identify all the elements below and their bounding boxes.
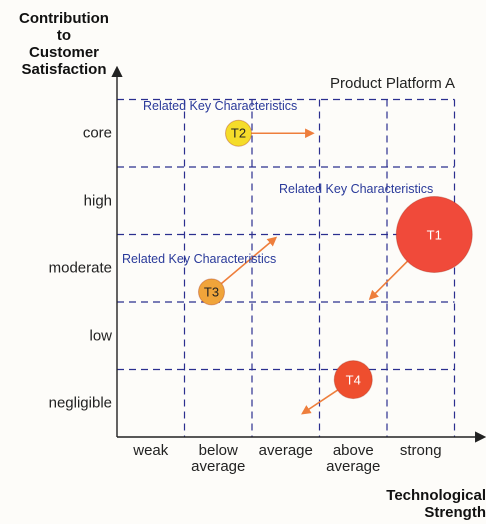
y-level-label: core xyxy=(82,124,112,142)
x-level-label: below average xyxy=(173,443,263,475)
x-level-label: weak xyxy=(106,443,196,459)
technology-bubble-t2 xyxy=(225,119,252,147)
x-level-label-line: average xyxy=(258,442,313,459)
x-axis-title: Technological Strength xyxy=(386,487,486,521)
related-key-characteristics-label: Related Key Characteristics xyxy=(143,99,298,113)
x-axis-title-line: Technological xyxy=(386,487,486,504)
technology-bubble-t3 xyxy=(198,278,225,306)
trend-arrow-t3 xyxy=(220,236,278,285)
x-level-label: average xyxy=(241,443,331,459)
x-level-label-line: below xyxy=(198,442,238,459)
related-key-characteristics-label: Related Key Characteristics xyxy=(279,182,434,196)
technology-label-t2: T2 xyxy=(230,125,247,141)
technology-bubble-t1 xyxy=(395,196,473,273)
y-axis-title-line: Contribution xyxy=(19,10,109,27)
x-level-label: above average xyxy=(308,443,398,475)
x-level-label-line: above xyxy=(332,442,374,459)
trend-arrow-t4 xyxy=(301,389,338,415)
x-level-label: strong xyxy=(376,443,466,459)
x-level-label-line: average xyxy=(191,458,246,475)
x-level-label-line: strong xyxy=(399,442,442,459)
platform-label: Product Platform A xyxy=(330,75,456,92)
y-axis-title: Contribution to Customer Satisfaction xyxy=(6,10,122,78)
y-level-label: low xyxy=(89,327,112,345)
y-level-label: moderate xyxy=(48,259,112,277)
x-level-label-line: average xyxy=(326,458,381,475)
y-axis-title-line: to xyxy=(56,27,72,44)
technology-bubble-t4 xyxy=(333,360,373,400)
related-key-characteristics-label: Related Key Characteristics xyxy=(122,252,277,266)
technology-label-t4: T4 xyxy=(345,372,361,388)
x-level-label-line: weak xyxy=(133,442,169,459)
trend-arrow-t1 xyxy=(368,260,408,300)
technology-label-t3: T3 xyxy=(203,284,220,300)
x-axis-title-line: Strength xyxy=(424,504,486,521)
y-axis-title-line: Customer xyxy=(28,44,99,61)
y-level-label: negligible xyxy=(48,394,112,412)
y-level-label: high xyxy=(83,192,112,210)
y-axis-title-line: Satisfaction xyxy=(21,61,107,78)
technology-label-t1: T1 xyxy=(426,227,442,242)
